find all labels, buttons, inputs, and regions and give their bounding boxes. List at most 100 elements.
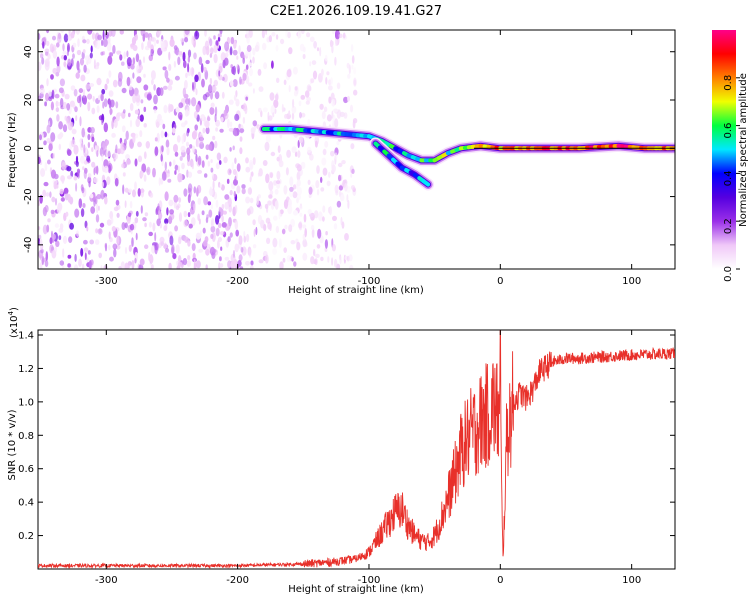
noise-blob xyxy=(317,228,322,239)
noise-blob xyxy=(232,79,238,87)
noise-blob xyxy=(111,119,114,130)
noise-blob xyxy=(207,115,210,121)
noise-blob xyxy=(45,51,49,56)
noise-blob xyxy=(315,180,320,189)
noise-blob xyxy=(234,113,240,121)
noise-blob xyxy=(257,214,263,225)
noise-blob xyxy=(177,172,183,183)
noise-blob xyxy=(66,175,73,180)
noise-blob xyxy=(93,177,99,183)
noise-blob xyxy=(67,263,71,268)
noise-blob xyxy=(54,223,60,228)
noise-blob xyxy=(83,64,87,73)
noise-blob xyxy=(56,114,60,122)
noise-blob xyxy=(44,61,50,71)
noise-blob xyxy=(154,232,157,242)
noise-blob xyxy=(272,248,277,255)
noise-blob xyxy=(240,246,244,253)
noise-blob xyxy=(265,217,271,224)
noise-blob xyxy=(229,147,232,152)
snr-y-scale-base: (x10 xyxy=(9,315,20,338)
noise-blob xyxy=(183,188,188,197)
noise-blob xyxy=(205,264,208,269)
noise-blob xyxy=(149,192,154,198)
noise-blob xyxy=(300,161,306,170)
noise-blob xyxy=(299,212,303,217)
noise-blob xyxy=(62,101,68,110)
noise-blob xyxy=(162,123,166,130)
noise-blob xyxy=(324,54,328,62)
noise-blob xyxy=(320,187,325,192)
noise-blob xyxy=(95,214,100,223)
noise-blob xyxy=(230,36,235,45)
noise-blob xyxy=(60,175,65,182)
noise-blob xyxy=(113,248,117,258)
noise-blob xyxy=(194,74,199,83)
noise-blob xyxy=(167,178,172,183)
noise-blob xyxy=(278,209,281,220)
noise-blob xyxy=(347,199,350,209)
noise-blob xyxy=(353,67,357,75)
noise-blob xyxy=(173,194,179,203)
noise-blob xyxy=(73,144,79,155)
noise-blob xyxy=(66,51,69,56)
noise-blob xyxy=(270,151,276,157)
noise-blob xyxy=(193,203,196,212)
noise-blob xyxy=(205,248,210,256)
noise-blob xyxy=(182,87,187,98)
noise-blob xyxy=(265,173,270,184)
noise-blob xyxy=(82,203,86,208)
noise-blob xyxy=(300,30,305,35)
noise-blob xyxy=(331,257,334,266)
noise-blob xyxy=(153,84,156,91)
noise-blob xyxy=(159,87,164,96)
noise-blob xyxy=(335,30,340,40)
noise-blob xyxy=(332,30,335,35)
noise-blob xyxy=(233,258,238,269)
noise-blob xyxy=(63,187,69,195)
noise-blob xyxy=(266,237,271,244)
noise-blob xyxy=(126,76,131,87)
noise-blob xyxy=(234,157,237,164)
noise-blob xyxy=(112,79,118,88)
noise-blob xyxy=(188,223,193,229)
noise-blob xyxy=(332,215,337,221)
noise-blob xyxy=(127,188,133,193)
snr-x-axis: -300 -200 -100 0 100 xyxy=(95,330,641,586)
noise-blob xyxy=(111,30,116,37)
noise-blob xyxy=(88,181,91,188)
noise-blob xyxy=(268,194,273,199)
noise-blob xyxy=(72,42,77,48)
noise-blob xyxy=(181,134,185,145)
noise-blob xyxy=(249,68,253,77)
noise-blob xyxy=(187,255,191,261)
noise-blob xyxy=(95,39,101,50)
noise-blob xyxy=(63,61,67,67)
noise-blob xyxy=(209,38,213,47)
noise-blob xyxy=(236,55,239,60)
noise-blob xyxy=(104,242,108,252)
noise-blob xyxy=(236,163,241,172)
noise-blob xyxy=(353,77,357,87)
noise-blob xyxy=(267,200,272,206)
noise-blob xyxy=(150,255,154,264)
noise-blob xyxy=(186,147,191,155)
noise-blob xyxy=(316,188,320,196)
noise-blob xyxy=(318,211,323,222)
y-tick-label: -40 xyxy=(23,237,34,253)
noise-blob xyxy=(207,160,211,167)
noise-blob xyxy=(324,141,329,148)
noise-blob xyxy=(39,87,45,95)
noise-blob xyxy=(282,257,286,263)
noise-blob xyxy=(130,43,134,48)
figure-title: C2E1.2026.109.19.41.G27 xyxy=(270,4,442,19)
noise-blob xyxy=(59,188,64,195)
noise-blob xyxy=(245,64,249,70)
noise-blob xyxy=(277,145,281,153)
noise-blob xyxy=(208,209,213,218)
noise-blob xyxy=(185,141,190,147)
noise-blob xyxy=(187,240,191,247)
noise-blob xyxy=(124,246,128,255)
noise-blob xyxy=(81,51,85,60)
noise-blob xyxy=(258,259,264,264)
